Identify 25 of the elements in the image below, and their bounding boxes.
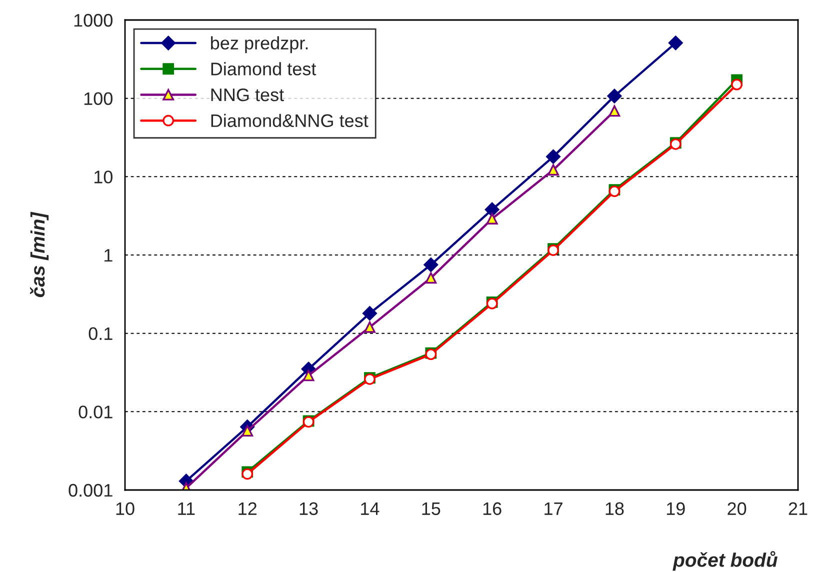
y-tick-label: 0.1	[88, 327, 112, 340]
x-tick-label: 18	[606, 502, 624, 516]
y-axis-title: čas [min]	[30, 212, 49, 298]
x-tick-label: 20	[728, 502, 746, 516]
x-tick-label: 15	[422, 502, 440, 516]
legend-label: bez predzpr.	[211, 36, 308, 54]
x-axis-title: počet bodů	[672, 551, 778, 571]
x-tick-label: 10	[116, 502, 134, 516]
y-tick-label: 100	[84, 92, 112, 106]
x-tick-label: 12	[238, 502, 256, 515]
x-tick-label: 21	[788, 502, 808, 515]
x-tick-label: 17	[544, 502, 562, 515]
x-tick-label: 16	[483, 502, 502, 516]
y-tick-label: 0.001	[68, 484, 112, 497]
x-tick-label: 11	[178, 502, 195, 515]
legend-label: Diamond&NNG test	[211, 114, 368, 128]
y-tick-label: 1000	[74, 14, 112, 27]
x-tick-label: 14	[361, 502, 380, 515]
y-tick-label: 1	[104, 249, 112, 262]
x-tick-label: 13	[300, 502, 318, 516]
y-tick-label: 0.01	[78, 406, 112, 418]
x-tick-label: 19	[666, 502, 685, 516]
legend-label: NNG test	[211, 88, 284, 102]
legend-label: Diamond test	[211, 62, 316, 76]
y-tick-label: 10	[94, 170, 112, 184]
